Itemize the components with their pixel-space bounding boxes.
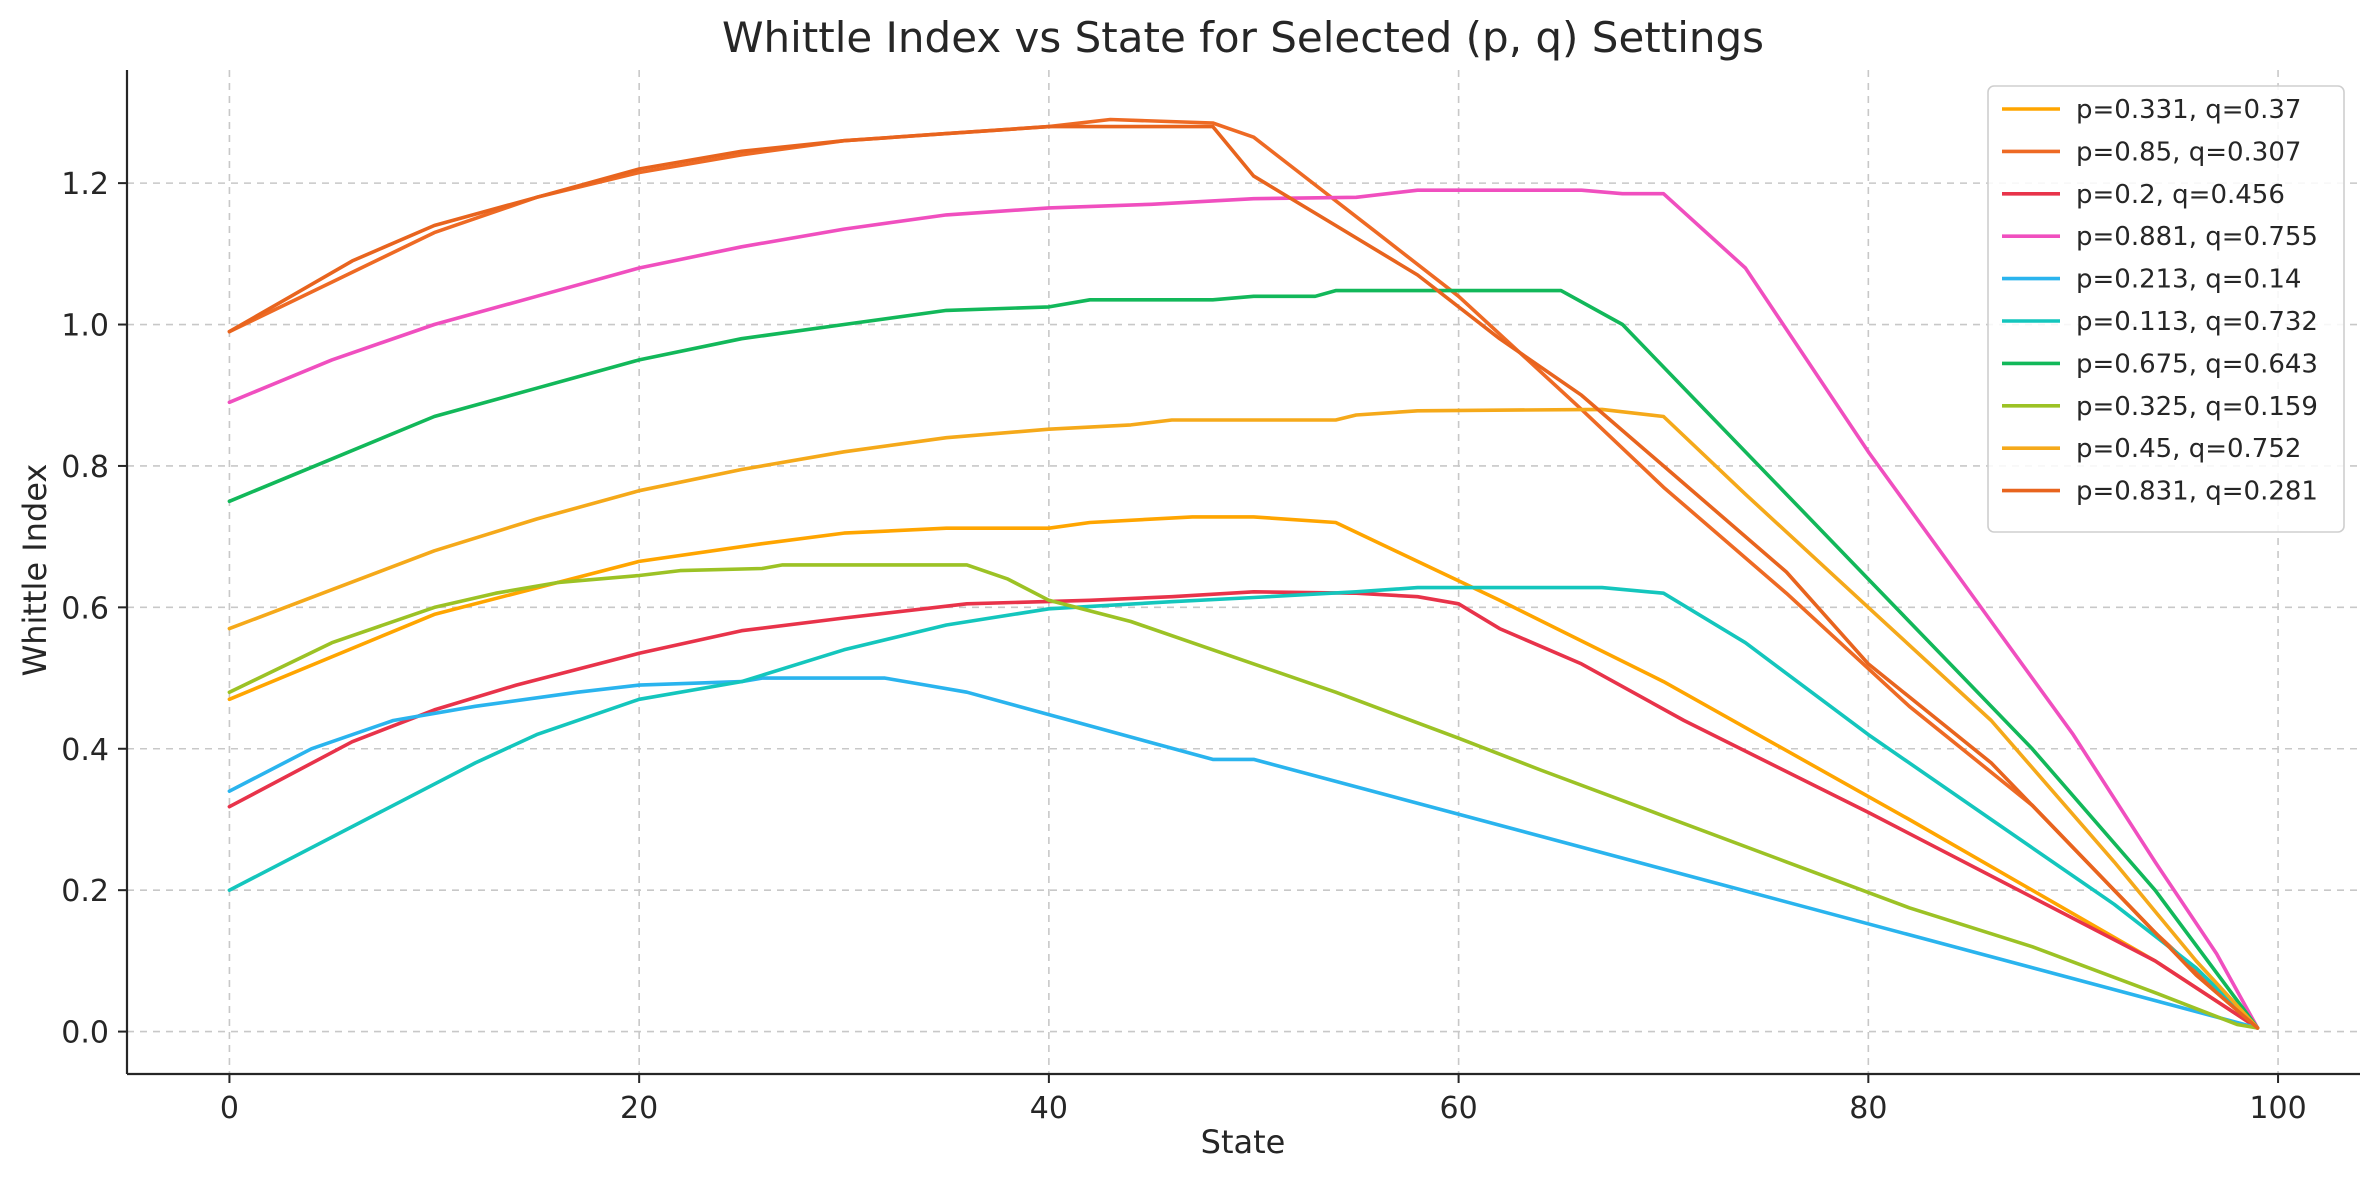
- y-tick-label-3: 0.6: [61, 591, 109, 626]
- series-line-7: [227, 563, 2260, 1030]
- legend-label-6: p=0.675, q=0.643: [2076, 349, 2318, 379]
- y-tick-label-4: 0.8: [61, 450, 109, 485]
- x-tick-label-2: 40: [1030, 1091, 1068, 1126]
- legend-label-1: p=0.85, q=0.307: [2076, 137, 2301, 167]
- y-tick-label-5: 1.0: [61, 309, 109, 344]
- series-line-0: [227, 515, 2260, 1030]
- series-line-6: [227, 288, 2260, 1030]
- chart-title: Whittle Index vs State for Selected (p, …: [722, 13, 1764, 62]
- series-layer: [227, 117, 2260, 1030]
- y-tick-label-2: 0.4: [61, 733, 109, 768]
- series-line-5: [227, 585, 2260, 1030]
- legend-label-0: p=0.331, q=0.37: [2076, 95, 2301, 125]
- legend-label-9: p=0.831, q=0.281: [2076, 477, 2318, 507]
- legend-label-4: p=0.213, q=0.14: [2076, 265, 2301, 295]
- legend: p=0.331, q=0.37 p=0.85, q=0.307 p=0.2, q=0…: [1987, 85, 2345, 533]
- x-tick-label-4: 80: [1849, 1091, 1887, 1126]
- y-axis-label: Whittle Index: [16, 464, 54, 677]
- legend-label-5: p=0.113, q=0.732: [2076, 307, 2318, 337]
- axes-layer: 0 20 40 60 80 100 0.0 0.2 0.4 0.6 0.8 1.0 1.2: [61, 70, 2360, 1126]
- y-tick-label-6: 1.2: [61, 167, 109, 202]
- legend-label-2: p=0.2, q=0.456: [2076, 180, 2285, 210]
- legend-label-7: p=0.325, q=0.159: [2076, 392, 2318, 422]
- x-axis-label: State: [1201, 1123, 1286, 1161]
- legend-label-3: p=0.881, q=0.755: [2076, 222, 2318, 252]
- series-line-2: [227, 590, 2260, 1030]
- y-tick-label-1: 0.2: [61, 874, 109, 909]
- series-line-9: [227, 124, 2260, 1030]
- legend-label-8: p=0.45, q=0.752: [2076, 434, 2301, 464]
- series-line-1: [227, 117, 2260, 1030]
- legend-box: [1987, 85, 2345, 533]
- x-tick-label-5: 100: [2249, 1091, 2306, 1126]
- y-tick-label-0: 0.0: [61, 1016, 109, 1051]
- series-line-8: [227, 407, 2260, 1030]
- x-tick-label-0: 0: [220, 1091, 239, 1126]
- series-line-3: [227, 188, 2260, 1030]
- x-tick-label-1: 20: [620, 1091, 658, 1126]
- x-tick-label-3: 60: [1440, 1091, 1478, 1126]
